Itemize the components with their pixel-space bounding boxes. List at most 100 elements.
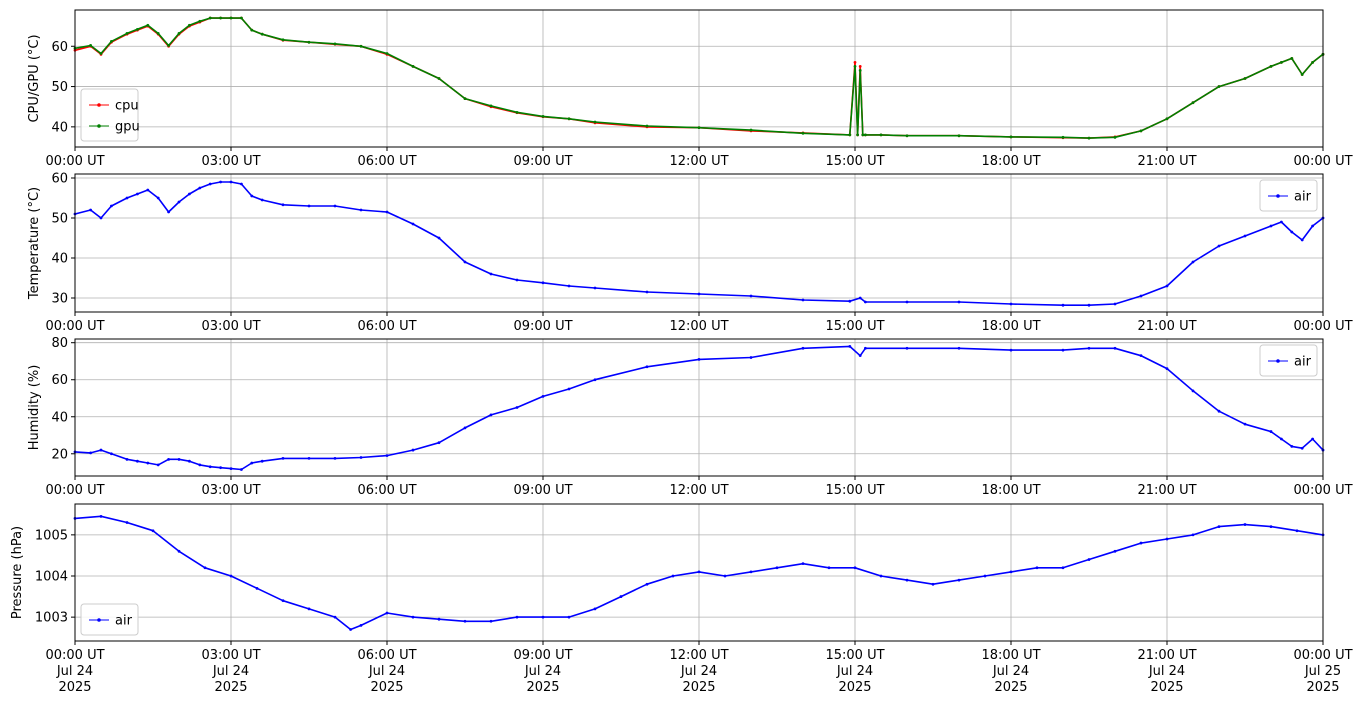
data-point [1191,389,1195,393]
x-tick-date-label: Jul 24 [836,664,873,679]
data-point [957,300,961,304]
data-point [463,619,467,623]
data-point [858,354,862,358]
data-point [463,426,467,430]
data-point [281,38,285,42]
data-point [250,461,254,465]
data-point [89,208,92,212]
data-point [229,467,233,470]
data-point [1165,117,1169,121]
x-tick-label: 15:00 UT [825,483,884,498]
x-tick-label: 12:00 UT [669,648,728,663]
data-point [1269,430,1273,433]
data-point [188,192,191,196]
x-tick-label: 12:00 UT [669,483,728,498]
x-tick-label: 21:00 UT [1137,154,1196,169]
legend: air [1259,344,1318,377]
data-point [125,196,129,200]
data-point [1311,60,1314,64]
data-point [1165,284,1169,288]
series-air [73,345,1325,471]
data-point [567,387,571,391]
data-point [853,60,857,64]
data-point [749,356,753,359]
y-tick-label: 50 [51,80,68,95]
data-point [411,222,415,226]
data-point [858,65,862,68]
data-point [463,97,467,101]
x-tick-year-label: 2025 [838,680,871,695]
data-point [697,292,701,296]
data-point [203,566,207,570]
data-point [110,204,113,208]
data-point [411,448,415,452]
data-point [515,615,519,619]
data-point [1280,60,1283,64]
series-line-air [74,515,1324,631]
legend-label: gpu [115,120,140,135]
x-tick-label: 15:00 UT [825,648,884,663]
data-point [89,44,92,47]
data-point [541,281,545,285]
x-tick-label: 00:00 UT [1293,319,1352,334]
y-tick-label: 40 [51,252,68,267]
data-point [125,521,129,524]
data-point [1295,529,1299,533]
legend: cpu gpu [80,88,140,142]
data-point [99,216,103,220]
data-point [250,194,254,198]
data-point [775,566,779,570]
data-point [515,278,519,282]
data-point [1290,230,1294,234]
y-tick-label: 60 [51,40,68,55]
data-point [1061,135,1065,139]
legend-box [1259,344,1318,377]
data-point [515,110,519,114]
data-point [593,378,597,382]
legend-label: air [1294,190,1312,205]
data-point [198,186,202,190]
data-point [489,104,493,108]
chart-panel-1: 40 50 60 00:00 UT 03:00 UT 06:00 UT 09:00 UT 12… [27,9,1353,169]
data-point [1191,533,1195,537]
data-point [489,272,493,276]
data-point [229,180,233,184]
y-tick-label: 1005 [35,528,68,543]
data-point [749,570,753,574]
x-tick-label: 18:00 UT [981,154,1040,169]
x-tick-year-label: 2025 [1306,680,1339,695]
data-point [864,300,867,304]
data-point [208,16,212,20]
data-point [99,514,103,518]
data-point [1113,135,1117,139]
legend-swatch-marker [1276,359,1280,363]
data-point [1243,234,1247,238]
data-point [848,133,852,137]
data-point [1009,348,1013,352]
data-point [853,65,857,68]
x-tick-label: 06:00 UT [357,154,416,169]
data-point [879,574,883,578]
data-point [489,413,493,417]
data-point [281,599,285,603]
data-point [593,286,597,290]
data-point [1217,244,1221,248]
x-tick-date-label: Jul 24 [524,664,561,679]
x-tick-year-label: 2025 [370,680,403,695]
data-point [1217,85,1221,88]
data-point [188,459,191,463]
data-point [219,16,223,20]
y-tick-label: 20 [51,447,68,462]
x-tick-label: 09:00 UT [513,319,572,334]
data-point [1217,409,1221,413]
data-point [541,394,545,398]
data-point [1087,558,1091,561]
data-point [260,459,264,463]
data-point [437,617,441,621]
data-point [515,406,519,409]
data-point [1269,65,1273,68]
data-point [177,549,181,553]
y-axis-label: Humidity (%) [27,365,42,451]
x-tick-label: 06:00 UT [357,483,416,498]
data-point [1061,303,1065,307]
